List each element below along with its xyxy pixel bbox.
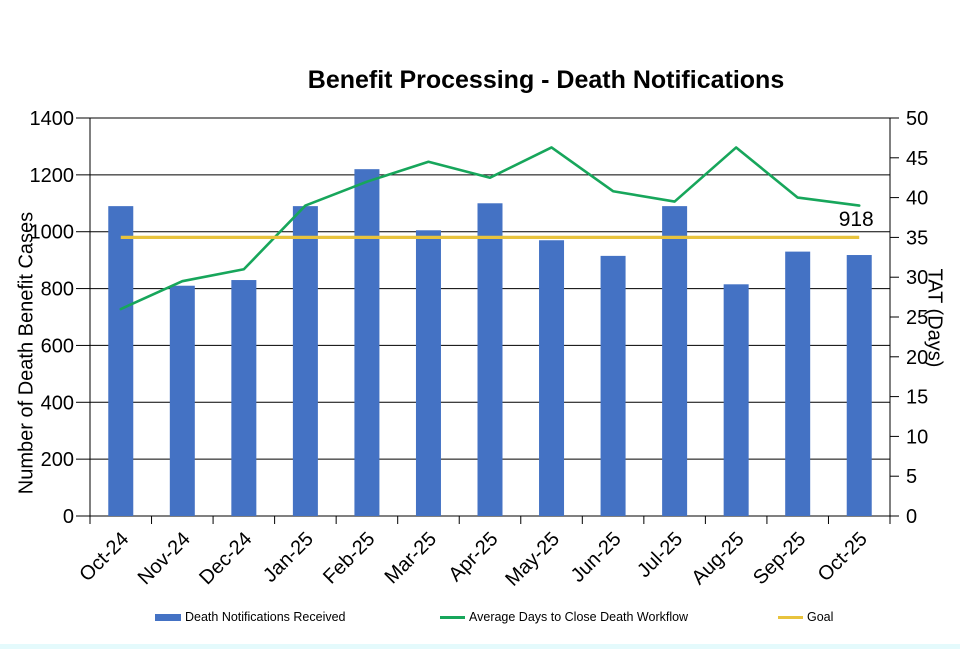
right-axis-tick-label: 25: [906, 307, 928, 329]
legend-label-goal: Goal: [807, 610, 834, 624]
left-axis-tick-label: 400: [41, 392, 74, 414]
legend-swatch-goal-icon: [778, 615, 803, 619]
bar: [415, 230, 441, 517]
chart-plot-area: 0 200 400 600 800 1000 1200 1400 0 5 10 15 20 25 30 35 4…: [30, 108, 929, 591]
bar: [846, 255, 872, 517]
x-axis-category-label: Jan-25: [259, 528, 318, 587]
chart-title: Benefit Processing - Death Notifications: [307, 66, 785, 94]
bar: [354, 169, 380, 516]
line-series: [119, 146, 861, 311]
left-axis-tick-label: 200: [41, 449, 74, 471]
x-axis-category-label: May-25: [501, 528, 564, 591]
legend-label-bars: Death Notifications Received: [185, 610, 346, 624]
x-axis-category-label: Dec-24: [195, 528, 256, 589]
x-axis-category-label: Jul-25: [633, 528, 687, 582]
left-axis-tick-label: 0: [63, 506, 74, 528]
right-axis-tick-label: 30: [906, 267, 928, 289]
left-axis-tick-label: 1000: [30, 222, 75, 244]
bar-data-label: 918: [839, 208, 874, 231]
bar: [477, 203, 503, 517]
x-axis-category-label: Feb-25: [319, 528, 379, 588]
bar: [723, 284, 749, 516]
right-axis-tick-label: 0: [906, 506, 917, 528]
chart-legend: Death Notifications Received Average Day…: [0, 608, 960, 628]
right-axis-tick-label: 45: [906, 148, 928, 170]
legend-item-goal: Goal: [778, 608, 833, 626]
legend-label-line: Average Days to Close Death Workflow: [469, 610, 689, 624]
right-axis-tick-label: 35: [906, 227, 928, 249]
x-axis-category-label: Oct-24: [75, 528, 133, 586]
legend-item-line: Average Days to Close Death Workflow: [440, 608, 688, 626]
right-axis-tick-label: 15: [906, 387, 928, 409]
x-axis-category-label: Nov-24: [134, 528, 195, 589]
x-axis-category-label: Apr-25: [445, 528, 503, 586]
bar: [539, 240, 565, 516]
bar: [292, 206, 318, 516]
left-axis-tick-label: 1400: [30, 108, 75, 130]
bar: [600, 255, 626, 516]
x-axis-category-label: Aug-25: [688, 528, 749, 589]
bar: [231, 280, 257, 516]
right-axis-tick-label: 20: [906, 347, 928, 369]
x-axis-category-label: Jun-25: [567, 528, 626, 587]
bar: [169, 285, 195, 516]
legend-swatch-bar-icon: [155, 613, 181, 621]
x-axis-category-label: Mar-25: [381, 528, 441, 588]
left-axis-tick-label: 600: [41, 335, 74, 357]
right-axis-tick-label: 40: [906, 188, 928, 210]
right-axis-tick-label: 50: [906, 108, 928, 130]
x-axis-category-label: Oct-25: [814, 528, 872, 586]
bottom-accent-strip: [0, 644, 960, 649]
bar: [785, 251, 811, 516]
left-axis-tick-label: 800: [41, 279, 74, 301]
left-axis-tick-label: 1200: [30, 165, 75, 187]
bar: [108, 206, 134, 516]
right-axis-tick-label: 5: [906, 466, 917, 488]
legend-item-bars: Death Notifications Received: [155, 608, 346, 626]
x-axis-category-label: Sep-25: [749, 528, 810, 589]
bar: [662, 206, 688, 516]
legend-swatch-line-icon: [440, 615, 465, 619]
right-axis-tick-label: 10: [906, 426, 928, 448]
